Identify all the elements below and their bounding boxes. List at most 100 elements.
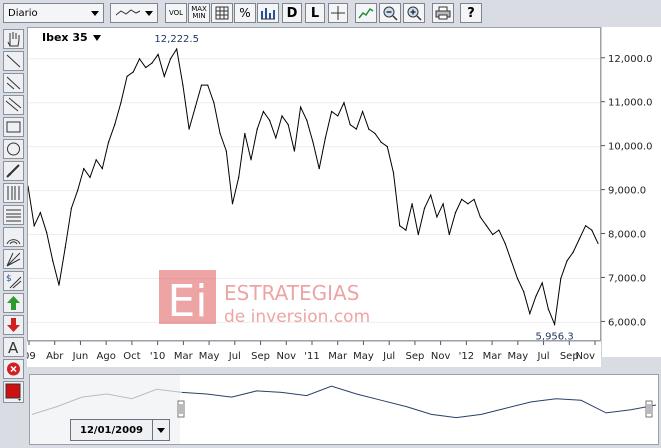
- price-point: [448, 233, 450, 236]
- vertical-lines-icon: [7, 186, 20, 200]
- x-tick-label: Oct: [123, 351, 140, 362]
- price-point: [473, 198, 475, 200]
- crosshair-button[interactable]: [328, 3, 348, 23]
- price-point: [188, 128, 190, 130]
- price-point: [194, 106, 196, 108]
- price-point: [591, 229, 593, 231]
- price-point: [510, 260, 512, 262]
- price-point: [225, 150, 227, 152]
- price-point: [101, 168, 103, 170]
- x-tick-label: Nov: [575, 351, 595, 362]
- price-point: [343, 102, 345, 104]
- y-tick-label: 6,000.0: [608, 317, 646, 328]
- horizontal-lines-icon: [6, 209, 21, 222]
- price-point: [132, 71, 134, 73]
- instrument-selector[interactable]: Ibex 35: [42, 31, 101, 44]
- price-point: [27, 185, 29, 187]
- x-tick-label: Jul: [382, 351, 395, 362]
- x-tick-label: 09: [27, 351, 36, 362]
- fibonacci-vertical-button[interactable]: [3, 183, 24, 203]
- price-point: [523, 291, 525, 293]
- maxmin-label-top: MAX: [191, 5, 207, 13]
- sell-signal-button[interactable]: [3, 315, 24, 335]
- logo-line-1: ESTRATEGIAS: [224, 281, 359, 305]
- price-point: [306, 119, 308, 121]
- logo-line-2: de inversion.com: [224, 307, 370, 327]
- color-picker-button[interactable]: [3, 381, 24, 403]
- color-swatch-icon: [5, 383, 21, 401]
- y-tick-label: 8,000.0: [608, 230, 646, 241]
- price-point: [585, 225, 587, 227]
- price-point: [330, 110, 333, 113]
- chart-type-select[interactable]: [110, 3, 158, 23]
- chevron-down-icon: [92, 34, 101, 41]
- delete-drawings-button[interactable]: [3, 359, 24, 379]
- zoom-out-icon: [383, 6, 398, 21]
- price-point: [560, 277, 562, 280]
- price-point: [312, 141, 314, 143]
- rectangle-tool-button[interactable]: [3, 117, 24, 137]
- price-point: [138, 58, 141, 60]
- price-point: [89, 176, 91, 179]
- red-arrow-down-icon: [7, 318, 20, 332]
- navigator-right-handle[interactable]: [645, 400, 653, 418]
- log-button[interactable]: L: [305, 3, 325, 23]
- x-tick-label: May: [199, 351, 220, 362]
- arc-tool-button[interactable]: [3, 227, 24, 247]
- navigator-date-select[interactable]: 12/01/2009: [70, 419, 170, 441]
- navigator-left-handle[interactable]: [177, 400, 185, 418]
- help-button[interactable]: ?: [460, 3, 482, 23]
- line-tool-button[interactable]: [3, 51, 24, 71]
- svg-text:A: A: [8, 339, 19, 356]
- maxmin-button[interactable]: MAX MIN: [188, 3, 210, 23]
- pencil-tool-button[interactable]: [3, 161, 24, 181]
- price-point: [405, 229, 407, 231]
- period-select[interactable]: Diario: [3, 3, 104, 23]
- text-tool-button[interactable]: A: [3, 337, 24, 357]
- channel-tool-button[interactable]: [3, 95, 24, 115]
- price-point: [107, 141, 110, 143]
- price-point: [566, 260, 568, 262]
- price-annotations: 12,222.5 5,956.3: [154, 34, 573, 342]
- price-point: [399, 225, 401, 227]
- zoom-in-button[interactable]: [403, 3, 425, 23]
- volume-button[interactable]: VOL: [165, 3, 187, 23]
- price-point: [76, 189, 79, 192]
- chevron-down-icon: [145, 10, 153, 16]
- price-point: [411, 203, 413, 205]
- regression-tool-button[interactable]: $: [3, 271, 24, 291]
- x-tick-label: '12: [459, 351, 474, 362]
- grid-button[interactable]: [211, 3, 233, 23]
- percent-button[interactable]: %: [234, 3, 256, 23]
- fan-tool-button[interactable]: [3, 249, 24, 269]
- price-point: [485, 225, 488, 227]
- buy-signal-button[interactable]: [3, 293, 24, 313]
- y-tick-label: 11,000.0: [608, 98, 653, 109]
- compare-button[interactable]: [355, 3, 377, 23]
- fibonacci-horizontal-button[interactable]: [3, 205, 24, 225]
- compare-icon: [358, 7, 374, 19]
- x-tick-label: Sep: [560, 351, 579, 362]
- rectangle-icon: [6, 121, 21, 133]
- ellipse-tool-button[interactable]: [3, 139, 24, 159]
- zoom-out-button[interactable]: [379, 3, 401, 23]
- navigator-date: 12/01/2009: [80, 424, 143, 436]
- price-point: [176, 48, 178, 50]
- price-point: [145, 66, 147, 69]
- daily-button[interactable]: D: [282, 3, 302, 23]
- bars-button[interactable]: [257, 3, 279, 23]
- x-tick-label: '11: [304, 351, 319, 362]
- price-point: [361, 110, 364, 113]
- text-a-icon: A: [8, 339, 19, 357]
- price-point: [529, 313, 531, 315]
- price-point: [33, 225, 35, 227]
- print-button[interactable]: [432, 3, 454, 23]
- ray-tool-button[interactable]: [3, 73, 24, 93]
- price-point: [120, 102, 122, 104]
- price-point: [275, 137, 277, 139]
- hand-tool-button[interactable]: [3, 29, 24, 49]
- x-tick-label: Jun: [72, 351, 89, 362]
- date-dropdown-button[interactable]: [152, 420, 169, 440]
- price-point: [572, 251, 574, 253]
- daily-label: D: [286, 5, 298, 21]
